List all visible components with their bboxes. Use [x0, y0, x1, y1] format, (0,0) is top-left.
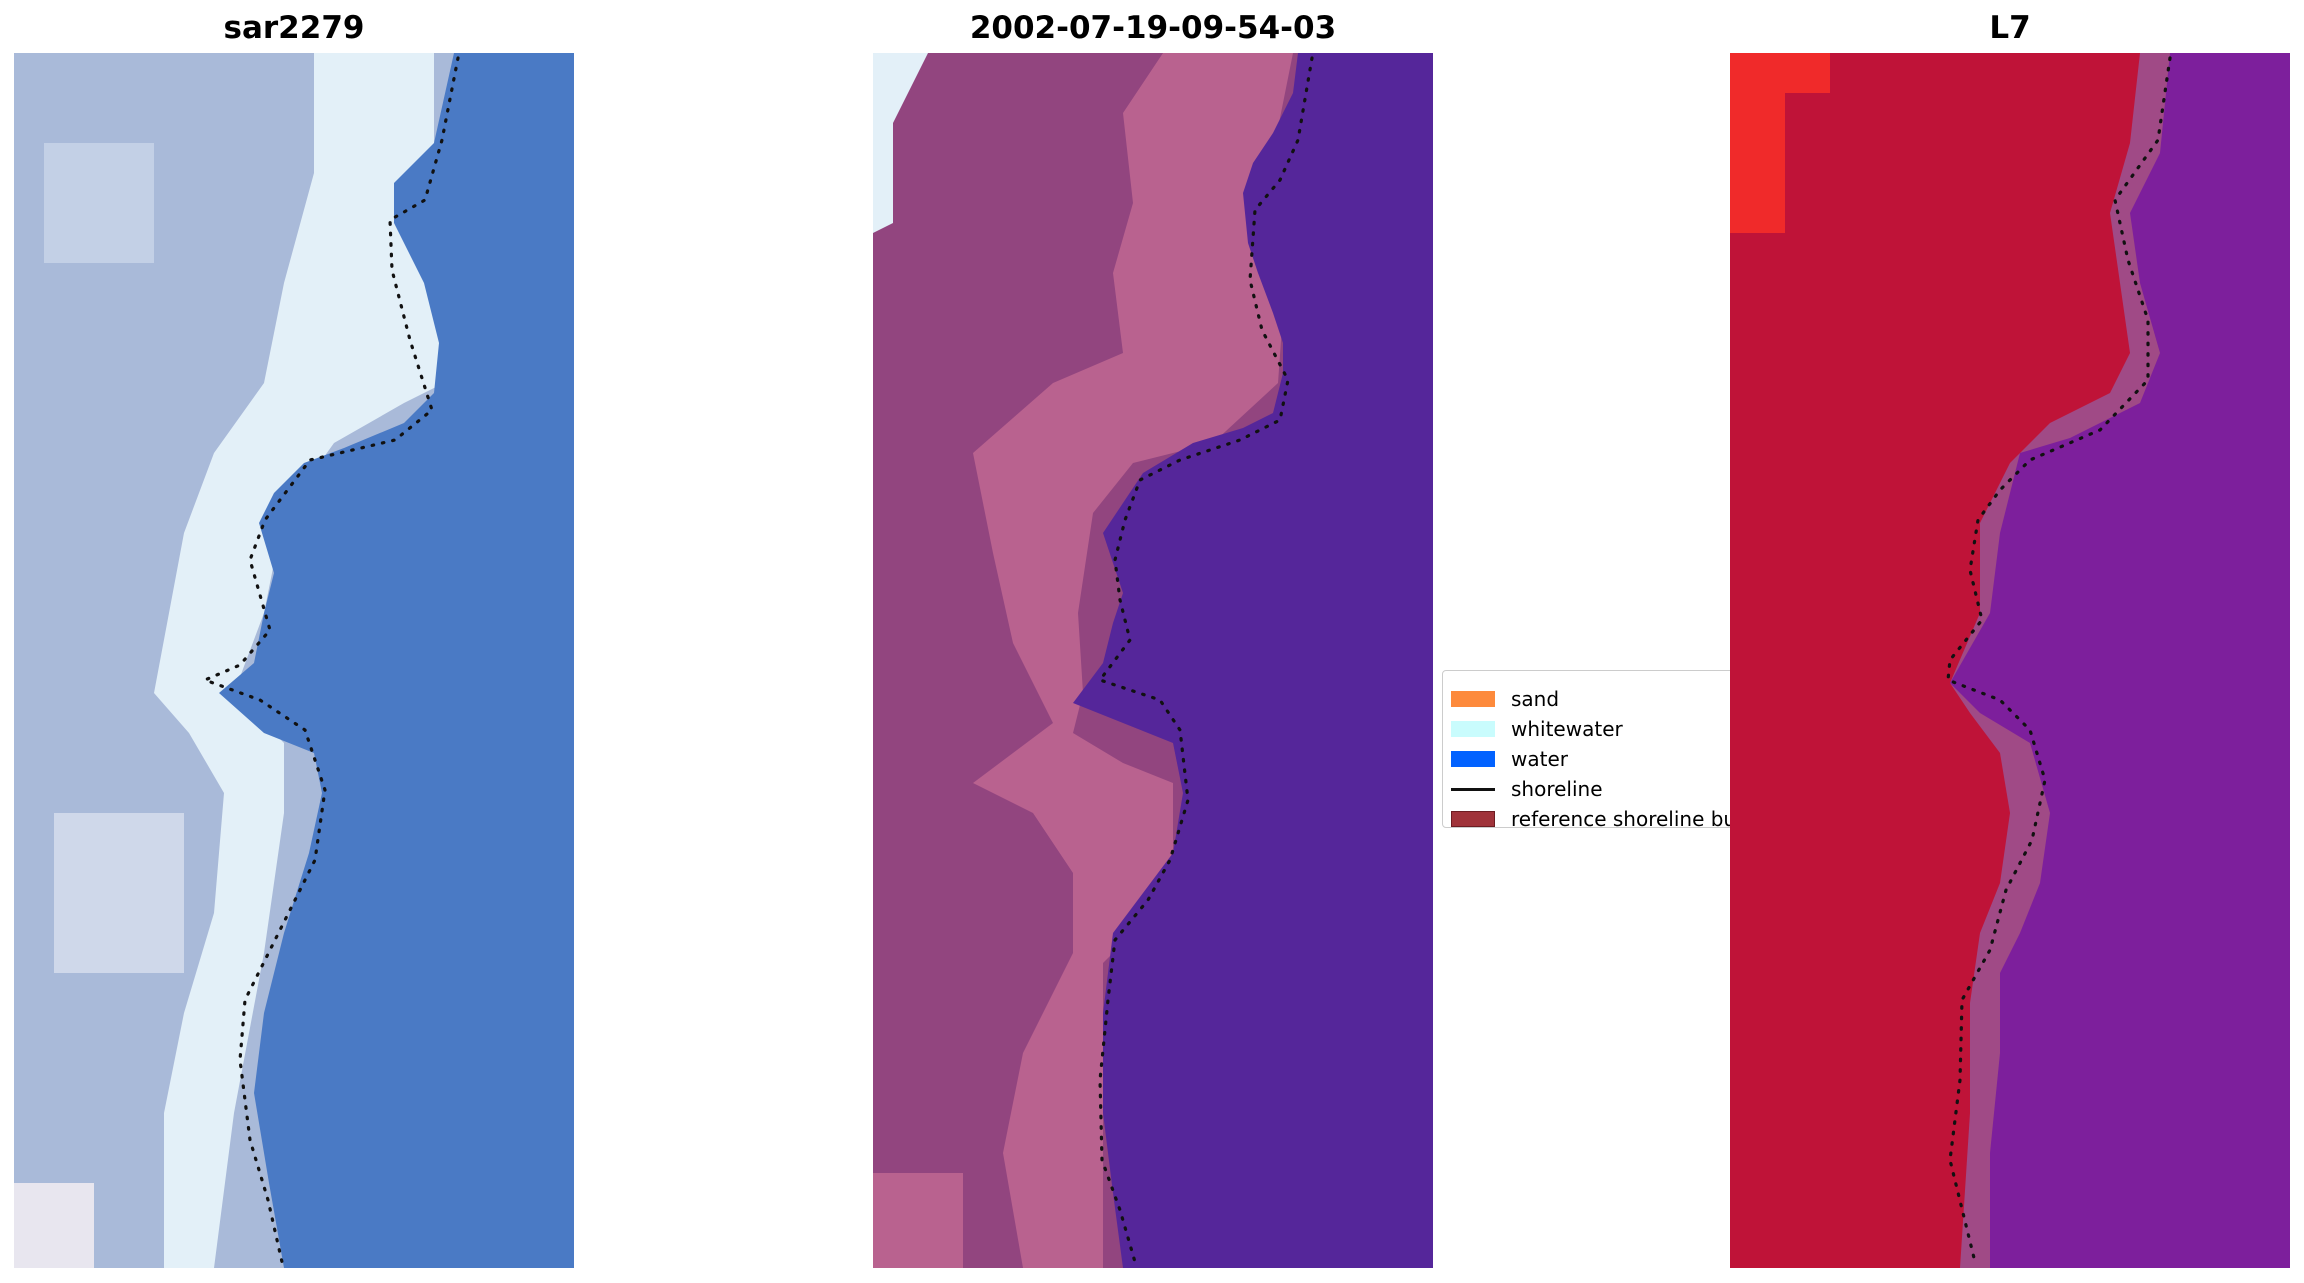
legend-label-whitewater: whitewater [1511, 717, 1623, 741]
legend-item-reference-buffer: reference shoreline buffer [1451, 805, 1747, 828]
legend-label-shoreline: shoreline [1511, 777, 1603, 801]
rgb-image [14, 53, 574, 1268]
ndwi-bright-patch [1785, 53, 1830, 93]
panel-title-sar2279: sar2279 [223, 10, 365, 46]
legend-item-shoreline: shoreline [1451, 775, 1603, 803]
class-buffer-patch [873, 1173, 963, 1268]
index-image-panel [1730, 53, 2290, 1268]
sand-swatch [1451, 691, 1495, 707]
legend-label-sand: sand [1511, 687, 1560, 711]
panel-title-l7: L7 [1989, 10, 2031, 46]
ndwi-bright-patch [1730, 53, 1785, 233]
panel-title-date: 2002-07-19-09-54-03 [969, 10, 1337, 46]
legend-item-water: water [1451, 745, 1568, 773]
rgb-land-patch [14, 1183, 94, 1268]
whitewater-swatch [1451, 721, 1495, 737]
rgb-land-patch [54, 813, 184, 973]
classified-image [873, 53, 1433, 1268]
legend-item-whitewater: whitewater [1451, 715, 1623, 743]
legend: sand whitewater water shoreline referenc… [1442, 670, 1747, 828]
rgb-land-patch [44, 143, 154, 263]
rgb-image-panel [14, 53, 574, 1268]
index-image [1730, 53, 2290, 1268]
legend-item-sand: sand [1451, 685, 1559, 713]
class-whitewater [873, 53, 928, 233]
reference-buffer-swatch [1451, 811, 1495, 827]
classified-image-panel [873, 53, 1433, 1268]
legend-label-water: water [1511, 747, 1568, 771]
legend-label-reference-buffer: reference shoreline buffer [1511, 807, 1747, 828]
shoreline-line-swatch [1451, 787, 1495, 791]
water-swatch [1451, 751, 1495, 767]
